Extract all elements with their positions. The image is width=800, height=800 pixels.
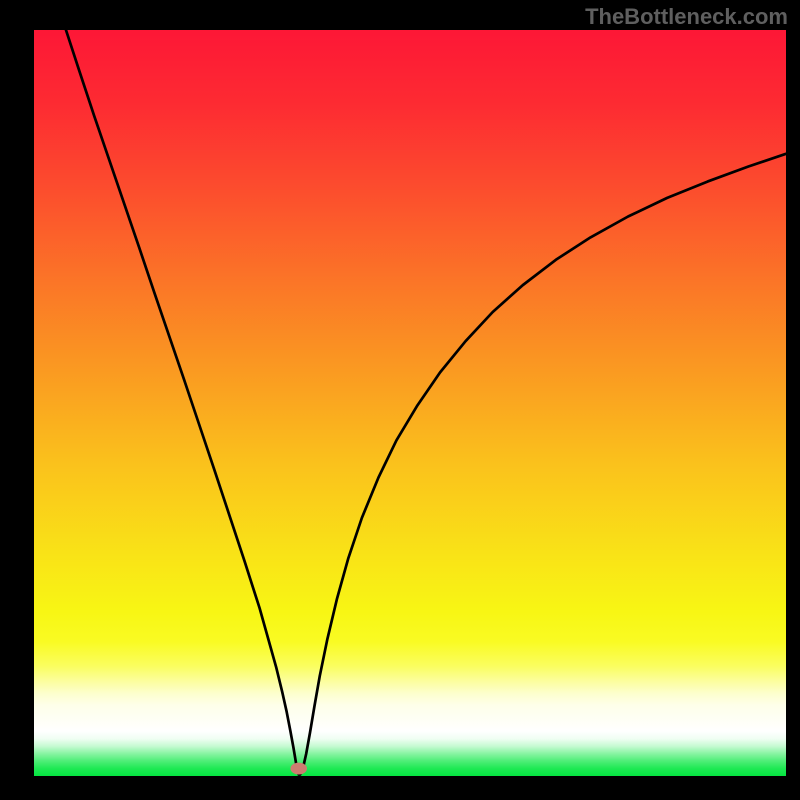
optimal-point-marker [290,763,307,775]
bottleneck-chart-svg [34,30,786,776]
watermark-text: TheBottleneck.com [585,4,788,30]
chart-area [34,30,786,776]
gradient-background [34,30,786,776]
